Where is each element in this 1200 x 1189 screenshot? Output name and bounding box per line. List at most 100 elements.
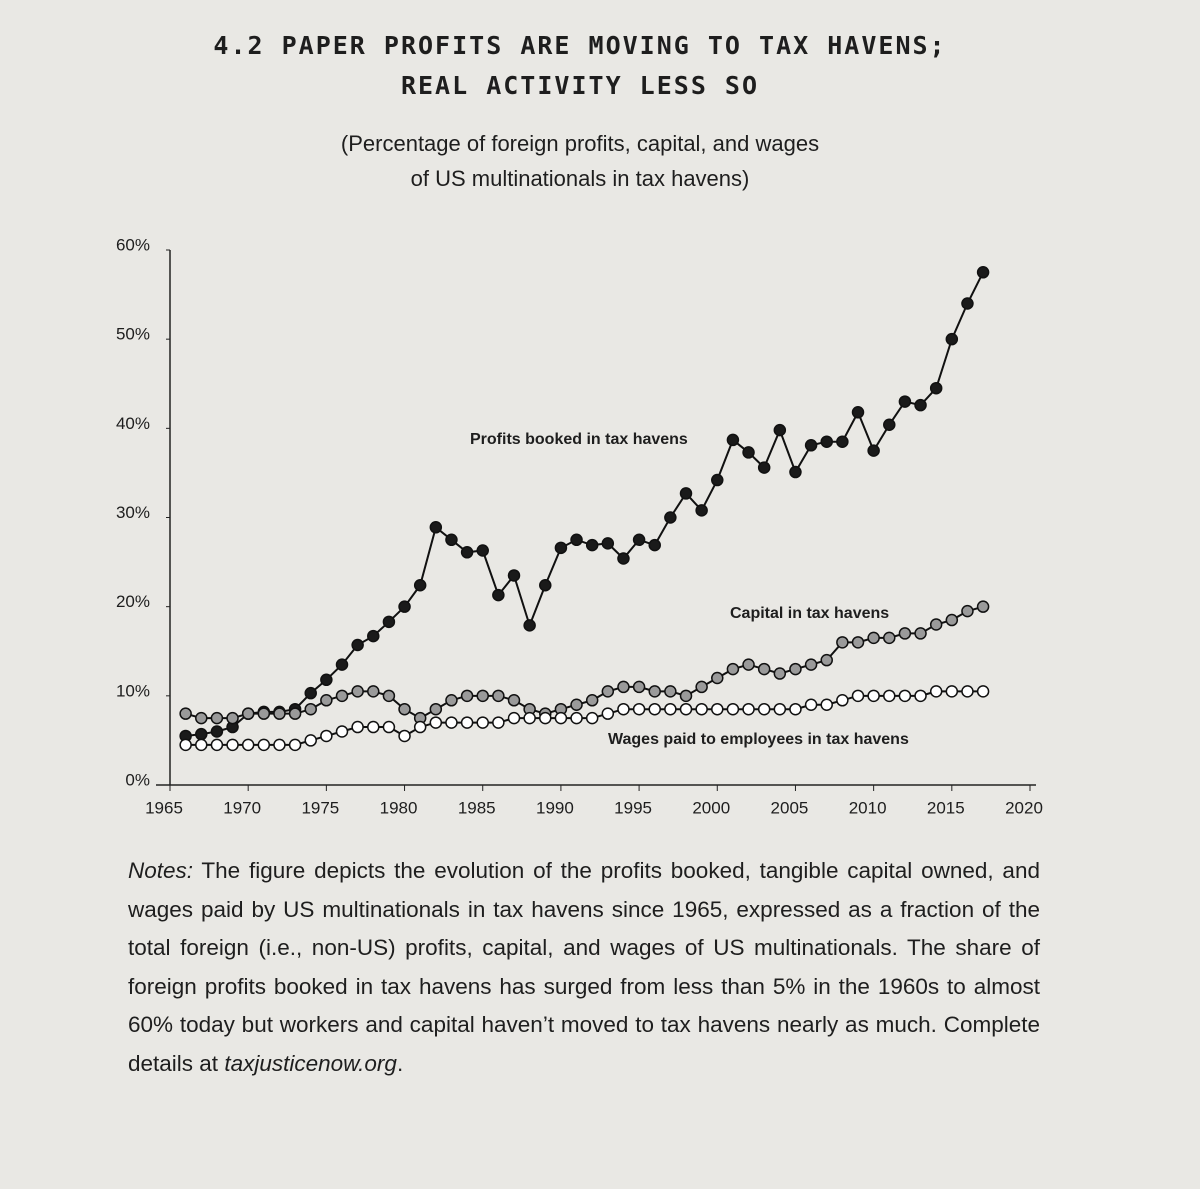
data-point (539, 711, 552, 725)
data-point (585, 694, 599, 707)
data-point (429, 716, 443, 729)
data-point (195, 711, 208, 725)
y-tick-label: 20% (116, 592, 150, 611)
data-point (804, 698, 818, 711)
data-point (711, 702, 724, 716)
data-point (851, 689, 865, 703)
data-point (820, 698, 833, 711)
x-tick-label: 1980 (380, 798, 418, 817)
x-tick-label: 1990 (536, 798, 574, 817)
y-tick-label: 10% (116, 681, 150, 700)
data-point (851, 636, 865, 649)
data-point (773, 423, 787, 437)
data-point (273, 707, 286, 720)
data-point (382, 615, 396, 629)
chart-subtitle: of US multinationals in tax havens) (411, 166, 750, 191)
data-point (836, 435, 849, 448)
data-point (695, 504, 708, 517)
data-point (382, 689, 396, 703)
notes-text: The figure depicts the evolution of the … (128, 858, 1040, 1076)
data-point (976, 685, 990, 698)
data-point (320, 694, 333, 707)
data-point (413, 579, 427, 592)
data-point (241, 738, 255, 752)
data-point (836, 636, 849, 649)
data-point (679, 702, 693, 716)
data-point (867, 631, 880, 645)
data-point (601, 537, 615, 550)
data-point (507, 569, 521, 582)
x-tick-label: 2005 (771, 798, 809, 817)
data-point (914, 689, 927, 703)
data-point (914, 398, 927, 412)
x-tick-label: 2015 (927, 798, 965, 817)
data-point (820, 435, 833, 448)
data-point (226, 711, 239, 725)
data-point (929, 381, 943, 395)
data-point (288, 707, 302, 720)
data-point (413, 720, 427, 734)
data-point (210, 711, 224, 725)
y-tick-label: 60% (116, 235, 150, 254)
data-point (523, 619, 536, 632)
data-point (632, 533, 646, 547)
y-tick-label: 30% (116, 503, 150, 522)
x-tick-label: 2000 (692, 798, 730, 817)
data-point (476, 544, 489, 557)
y-tick-label: 40% (116, 414, 150, 433)
data-point (648, 685, 661, 698)
data-point (601, 707, 615, 720)
x-tick-label: 1970 (223, 798, 261, 817)
data-point (773, 667, 787, 680)
data-point (804, 439, 818, 452)
data-point (570, 533, 583, 547)
data-point (554, 711, 568, 725)
data-point (351, 720, 364, 734)
data-point (804, 658, 818, 671)
data-point (273, 738, 286, 752)
data-point (945, 332, 959, 346)
series-label: Profits booked in tax havens (470, 431, 688, 448)
data-point (539, 579, 552, 592)
series-label: Wages paid to employees in tax havens (608, 731, 909, 748)
data-point (382, 720, 396, 734)
data-point (695, 702, 708, 716)
data-point (976, 266, 990, 279)
data-point (523, 711, 536, 725)
data-point (476, 716, 489, 729)
data-point (757, 662, 771, 676)
data-point (398, 702, 411, 716)
data-point (914, 627, 927, 640)
data-point (210, 738, 224, 752)
data-point (179, 738, 192, 752)
data-point (492, 689, 505, 703)
data-point (304, 686, 317, 700)
data-point (632, 702, 646, 716)
notes-label: Notes: (128, 858, 194, 883)
data-point (241, 707, 255, 720)
y-tick-label: 0% (125, 770, 150, 789)
notes-link: taxjusticenow.org (224, 1050, 397, 1076)
data-point (664, 702, 677, 716)
data-point (288, 738, 302, 752)
x-tick-label: 1965 (145, 798, 183, 817)
series-line (185, 690, 984, 746)
data-point (883, 689, 896, 703)
data-point (898, 395, 912, 408)
data-point (367, 720, 380, 734)
data-point (351, 638, 364, 652)
data-point (648, 538, 661, 552)
data-point (820, 653, 833, 667)
chart-subtitle: (Percentage of foreign profits, capital,… (341, 131, 819, 156)
data-point (367, 629, 380, 643)
data-point (789, 702, 802, 716)
data-point (335, 658, 349, 671)
data-point (742, 446, 755, 459)
data-point (883, 631, 896, 645)
data-point (617, 702, 630, 716)
data-point (585, 711, 599, 725)
data-point (335, 689, 349, 703)
data-point (961, 604, 974, 618)
data-point (445, 716, 458, 729)
data-point (976, 600, 990, 613)
